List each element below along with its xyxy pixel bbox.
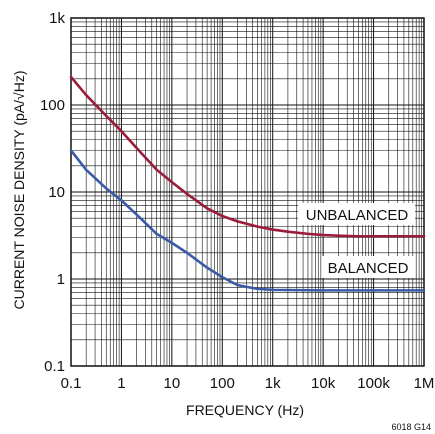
y-tick-label: 100 (40, 97, 65, 114)
x-tick-label: 1 (117, 375, 125, 392)
unbalanced-series-line (69, 75, 426, 238)
y-tick-label: 1 (57, 271, 65, 288)
x-tick-labels: 0.1 1 10 100 1k 10k 100k 1M (61, 375, 435, 392)
x-tick-label: 0.1 (61, 375, 82, 392)
y-tick-label: 10 (48, 184, 65, 201)
y-tick-label: 0.1 (44, 358, 65, 375)
y-axis-title: CURRENT NOISE DENSITY (pA/√Hz) (11, 71, 27, 310)
x-tick-label: 100k (357, 375, 390, 392)
series-layer (69, 75, 426, 292)
unbalanced-label-bg (298, 203, 415, 225)
y-tick-label: 1k (49, 10, 65, 27)
balanced-series-line (69, 149, 426, 292)
figure-id: 6018 G14 (391, 422, 431, 432)
unbalanced-series-label: UNBALANCED (306, 207, 409, 224)
x-tick-label: 1M (414, 375, 435, 392)
x-axis-title: FREQUENCY (Hz) (186, 402, 304, 418)
plot-frame (70, 17, 425, 367)
x-tick-label: 1k (265, 375, 281, 392)
balanced-series-label: BALANCED (328, 260, 409, 277)
x-tick-label: 10k (311, 375, 336, 392)
x-tick-label: 10 (164, 375, 181, 392)
chart-grid (70, 18, 424, 367)
balanced-label-bg (322, 256, 414, 278)
y-tick-labels: 0.1 1 10 100 1k (40, 10, 66, 375)
x-tick-label: 100 (210, 375, 235, 392)
